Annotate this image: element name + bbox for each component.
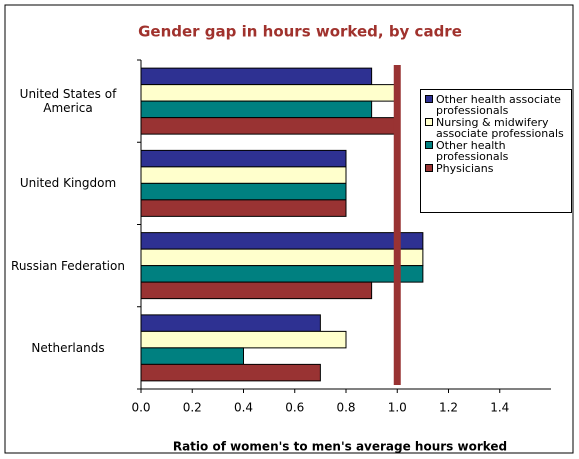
x-tick-label: 0.2 (183, 401, 202, 415)
legend-swatch (425, 118, 433, 126)
bar (140, 314, 321, 332)
y-tick-label: Russian Federation (11, 258, 125, 273)
legend-label: Nursing & midwifery associate profession… (436, 116, 564, 140)
y-tick-label: United States of America (19, 87, 117, 116)
legend-item: Nursing & midwifery associate profession… (424, 117, 568, 139)
x-tick-label: 1.4 (490, 401, 509, 415)
x-tick-label: 1.2 (439, 401, 458, 415)
y-tick-label: Netherlands (31, 340, 105, 355)
x-tick-label: 0.6 (285, 401, 304, 415)
legend-swatch (425, 141, 433, 149)
x-tick-label: 1.0 (388, 401, 407, 415)
legend-label: Physicians (436, 162, 494, 175)
y-tick-label: United Kingdom (19, 176, 117, 191)
legend-item: Other health professionals (424, 140, 568, 162)
legend-item: Other health associate professionals (424, 94, 568, 116)
legend-label: Other health associate professionals (436, 93, 561, 117)
bar (140, 166, 347, 184)
legend-item: Physicians (424, 163, 568, 174)
bar (140, 67, 373, 86)
x-tick-label: 0.0 (131, 401, 150, 415)
bar (140, 248, 424, 267)
bar (140, 84, 398, 102)
bar (140, 149, 347, 168)
bar (140, 265, 424, 283)
bar (140, 281, 373, 300)
x-tick-label: 0.8 (336, 401, 355, 415)
chart-title: Gender gap in hours worked, by cadre (138, 23, 462, 41)
bar (140, 100, 373, 119)
legend-swatch (425, 95, 433, 103)
bar (140, 347, 244, 365)
bar (140, 363, 321, 382)
x-tick-label: 0.4 (234, 401, 253, 415)
bar (140, 199, 347, 217)
bar (140, 182, 347, 201)
frame (4, 4, 574, 454)
bar (140, 232, 424, 250)
legend-label: Other health professionals (436, 139, 509, 163)
bar (140, 117, 398, 135)
legend: Other health associate professionals Nurs… (420, 89, 572, 213)
bar (140, 330, 347, 349)
legend-swatch (425, 164, 433, 172)
x-axis-label: Ratio of women's to men's average hours … (173, 440, 507, 454)
